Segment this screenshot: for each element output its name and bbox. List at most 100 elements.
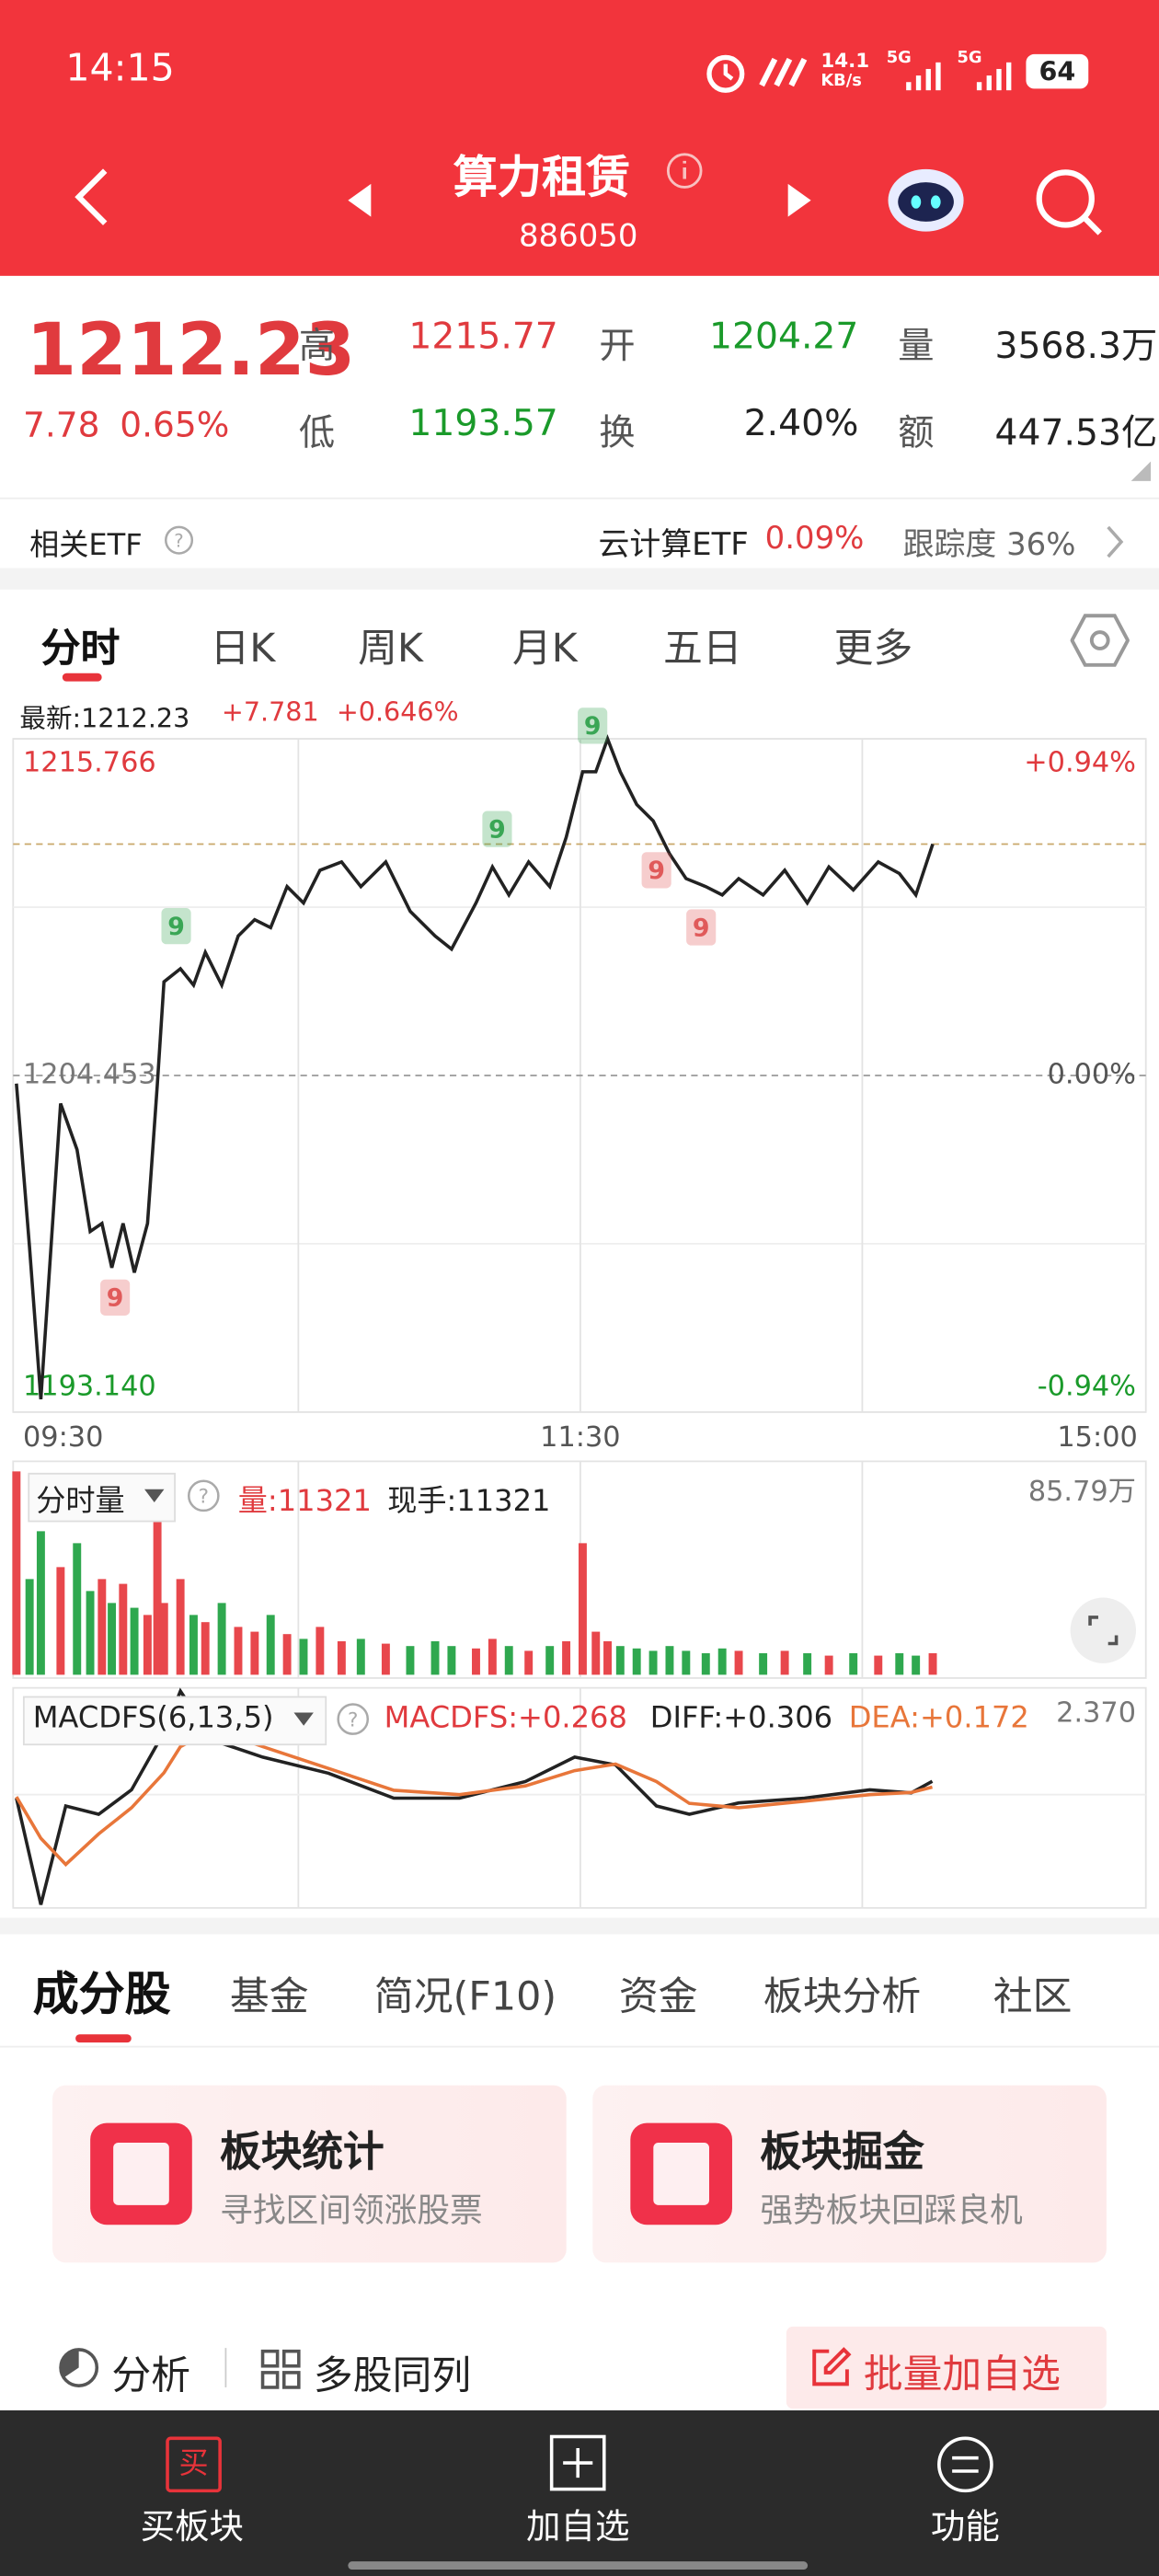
multi-button[interactable]: 多股同列 [313, 2352, 472, 2399]
tab-indicator [62, 673, 102, 682]
dropdown-arrow [144, 1489, 165, 1503]
signal-icon [906, 62, 941, 91]
nav-label[interactable]: 加自选 [525, 2507, 630, 2547]
add-icon[interactable] [548, 2433, 607, 2492]
settings-icon[interactable] [1070, 613, 1130, 669]
next-button[interactable] [785, 180, 818, 220]
analysis-button[interactable]: 分析 [111, 2352, 191, 2399]
chart-tab[interactable]: 周K [358, 625, 424, 672]
nav-label[interactable]: 买板块 [140, 2507, 245, 2547]
volume-bar [447, 1646, 456, 1675]
analysis-icon[interactable] [56, 2345, 102, 2391]
dropdown-arrow [293, 1712, 314, 1726]
volume-bar [250, 1631, 259, 1675]
buy-icon[interactable]: 买 [166, 2436, 222, 2493]
menu-icon[interactable] [934, 2433, 996, 2496]
volume-bar [912, 1655, 921, 1675]
volume-bar [108, 1603, 117, 1675]
home-indicator [348, 2561, 809, 2570]
card-icon-inner [653, 2143, 709, 2205]
td-marker [641, 852, 671, 889]
price: 1212.23 [26, 308, 356, 393]
net-unit: KB/s [820, 72, 862, 91]
robot-icon[interactable] [883, 161, 969, 236]
volume-bar [578, 1543, 587, 1675]
etf-name[interactable]: 云计算ETF [598, 526, 749, 564]
price-line [15, 733, 935, 1400]
y2-tick-label: -0.94% [1038, 1371, 1136, 1403]
macd-title[interactable]: MACDFS(6,13,5) [32, 1700, 274, 1736]
y-tick-label: 1193.140 [23, 1371, 156, 1403]
stat-label: 开 [599, 327, 636, 368]
search-button[interactable] [1031, 164, 1107, 239]
fullscreen-button[interactable] [1069, 1596, 1138, 1665]
edit-icon [812, 2347, 852, 2386]
batch-button[interactable] [786, 2326, 1107, 2409]
volume-bar [316, 1627, 325, 1675]
chart-tab[interactable]: 日K [210, 625, 276, 672]
volume-bar [98, 1579, 107, 1675]
clock: 14:15 [65, 47, 175, 91]
volume-bar [524, 1650, 534, 1675]
stat-value: 2.40% [743, 404, 859, 445]
volume-bar [234, 1627, 243, 1675]
volume-bar [143, 1615, 152, 1675]
chevron[interactable] [1103, 523, 1126, 559]
volume-bar [153, 1483, 162, 1675]
card-subtitle: 强势板块回踩良机 [760, 2190, 1023, 2230]
volume-readout: 现手:11321 [387, 1484, 551, 1519]
divider [224, 2348, 227, 2387]
td-marker [161, 908, 191, 945]
stat-value: 1193.57 [408, 404, 558, 445]
td-marker [100, 1279, 131, 1316]
section-tab[interactable]: 板块分析 [763, 1973, 922, 2020]
info-icon[interactable] [665, 151, 705, 190]
section-tab[interactable]: 简况(F10) [373, 1973, 557, 2020]
chart-tab[interactable]: 月K [511, 625, 578, 672]
volume-bar [36, 1531, 45, 1675]
volume-bar [86, 1591, 95, 1675]
carrier-icon [759, 57, 808, 87]
section-tab[interactable]: 成分股 [32, 1967, 171, 2021]
stat-value: 1204.27 [709, 316, 859, 359]
help-icon[interactable]: ? [186, 1478, 222, 1513]
prev-button[interactable] [341, 180, 374, 220]
expand-corner[interactable] [1130, 460, 1153, 483]
grid-icon[interactable] [259, 2348, 302, 2390]
volume-bar [734, 1650, 743, 1675]
y-tick-label: 2.370 [1056, 1697, 1136, 1730]
back-button[interactable] [65, 164, 115, 229]
stat-label: 低 [298, 413, 336, 455]
td-marker-label: 9 [167, 913, 185, 941]
volume-bar [780, 1650, 789, 1675]
td-marker-label: 9 [648, 857, 665, 885]
td-marker-label: 9 [488, 815, 506, 844]
section-tab[interactable]: 社区 [993, 1973, 1073, 2020]
chart-tab[interactable]: 更多 [833, 625, 913, 672]
td-marker-label: 9 [107, 1284, 124, 1313]
divider [0, 2045, 1159, 2048]
stat-label: 高 [298, 327, 336, 368]
change-pct: 0.65% [120, 405, 230, 445]
volume-title[interactable]: 分时量 [36, 1484, 125, 1519]
card-title: 板块统计 [220, 2127, 384, 2176]
latest-change: +7.781 [221, 696, 319, 728]
net-type: 5G [886, 49, 912, 68]
section-tab[interactable]: 基金 [229, 1973, 309, 2020]
chart-tab[interactable]: 分时 [40, 625, 120, 672]
help-icon[interactable]: ? [335, 1701, 371, 1737]
volume-bar [299, 1639, 308, 1675]
volume-bar [682, 1650, 691, 1675]
volume-bar [603, 1640, 612, 1675]
macd-selector[interactable] [22, 1696, 327, 1746]
section-tab[interactable]: 资金 [618, 1973, 698, 2020]
chart-tab[interactable]: 五日 [663, 625, 742, 672]
nav-label[interactable]: 功能 [930, 2507, 1000, 2547]
batch-label[interactable]: 批量加自选 [863, 2351, 1061, 2398]
spacer [0, 1917, 1159, 1935]
help-icon[interactable]: ? [163, 523, 196, 557]
card-icon-inner [113, 2143, 169, 2205]
volume-bar [266, 1615, 275, 1675]
